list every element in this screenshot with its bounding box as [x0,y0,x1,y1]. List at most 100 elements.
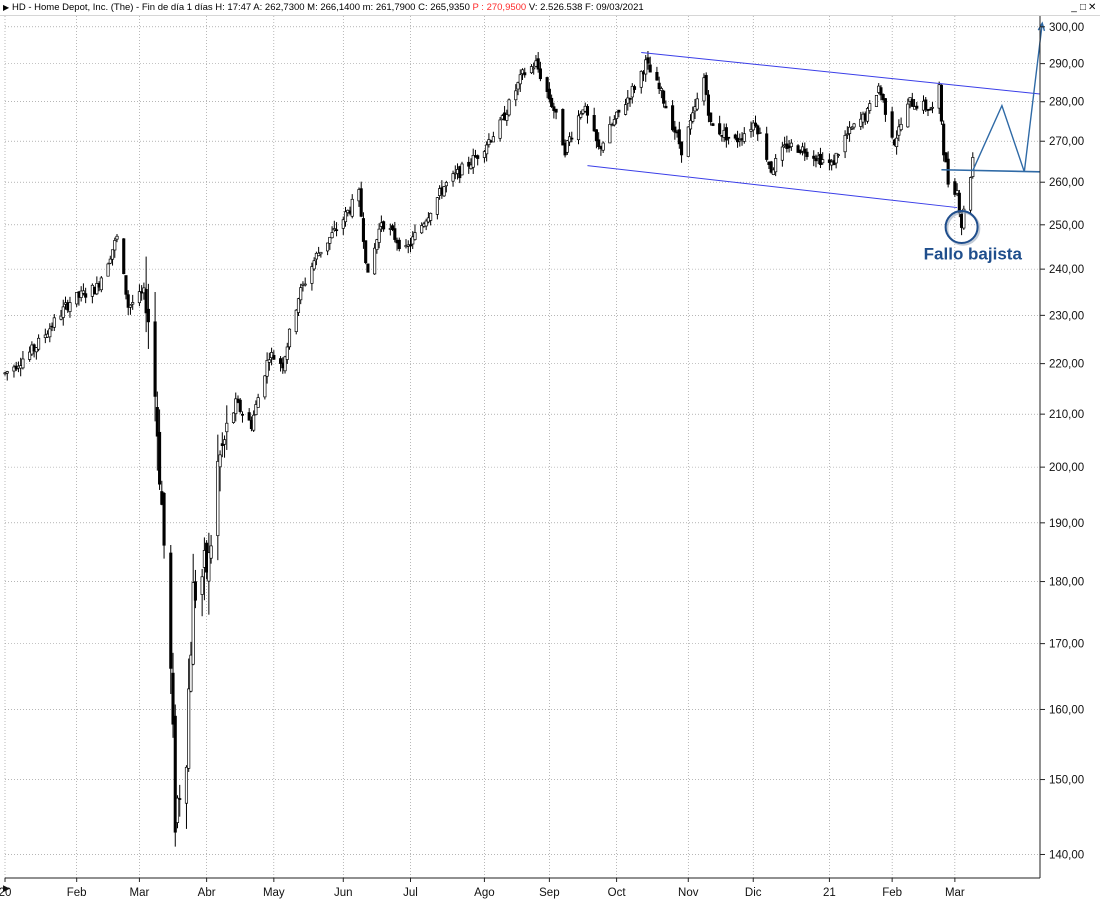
candle [704,72,708,96]
candle [516,81,520,96]
candle [408,237,413,253]
candle [615,111,619,124]
candle-body [585,106,590,116]
candle-body [444,182,448,187]
x-tick-label: Feb [67,887,87,899]
candle [171,652,175,738]
candle-body [460,163,464,176]
candle-body [491,136,495,143]
candle [939,84,943,125]
candle [34,347,38,360]
candle-body [310,266,314,284]
candle-body [803,148,807,154]
candle [514,84,518,107]
candle [191,553,195,666]
candle-body [930,106,935,109]
candle [677,121,681,149]
candle-body [191,582,195,665]
candle-body [317,252,321,257]
candle [814,154,818,168]
candle-body [34,347,38,353]
candle-body [393,228,397,240]
candle-body [655,71,659,81]
price-readout: P : 270,9500 [472,2,527,13]
candle [845,126,849,140]
candle [222,435,227,458]
candle-body [554,108,558,113]
candle [155,391,159,471]
candle [272,350,276,360]
candle-body [21,358,25,369]
candle [910,92,914,107]
candle-body [124,275,128,295]
y-tick-label: 260,00 [1049,177,1084,189]
candle [317,246,321,257]
candle-body [335,229,339,232]
candle [106,262,110,277]
candle-body [565,140,569,153]
candle-body [5,371,9,374]
candle-body [218,454,222,468]
candle [955,183,959,197]
candle [393,221,397,243]
candle [827,153,831,171]
candle [263,375,267,400]
candle [238,398,242,414]
candle-body [106,263,110,277]
minimize-icon[interactable]: _ [1071,2,1078,13]
candle [332,220,336,232]
candle [765,126,769,162]
candle-body [946,158,950,185]
candle [252,410,256,432]
candle [742,127,746,144]
candle-body [375,239,379,251]
candle [115,234,119,243]
candle [624,98,628,116]
candle-body [287,328,292,348]
candle [153,292,157,422]
candle-body [61,306,65,318]
candle [460,161,464,176]
candle [664,100,668,109]
candle [610,122,614,127]
candle [736,130,740,148]
candle-body [267,359,271,363]
triangle-right-icon[interactable]: ▶ [3,3,10,12]
candle-body [848,126,852,134]
candle [81,283,85,296]
scroll-left-icon[interactable]: ▶ [3,883,10,893]
candle [836,153,840,158]
candle-body [220,443,224,446]
candle-body [592,115,596,132]
candle [256,393,260,408]
candle [397,237,401,252]
candle-body [628,98,632,100]
candle [608,116,612,144]
candle [467,156,471,174]
candle-body [518,74,522,85]
candle [491,131,495,143]
candle-body [79,290,83,298]
close-icon[interactable]: ✕ [1088,2,1098,13]
candle-body [688,120,693,130]
candle [673,120,677,140]
candle-body [173,715,177,833]
candle [122,238,126,275]
candle [881,93,885,103]
candle-body [343,211,348,223]
candle [189,641,193,693]
candle [382,220,386,232]
candle [646,50,650,70]
candle [361,212,365,249]
candle-body [680,141,684,156]
maximize-icon[interactable]: □ [1079,2,1088,13]
candle-body [579,113,583,118]
y-tick-label: 290,00 [1049,59,1084,71]
y-tick-label: 240,00 [1049,264,1084,276]
candle [84,287,88,304]
y-tick-label: 210,00 [1049,409,1084,421]
candle [79,286,83,302]
candle-body [523,72,527,76]
candle [906,98,910,128]
